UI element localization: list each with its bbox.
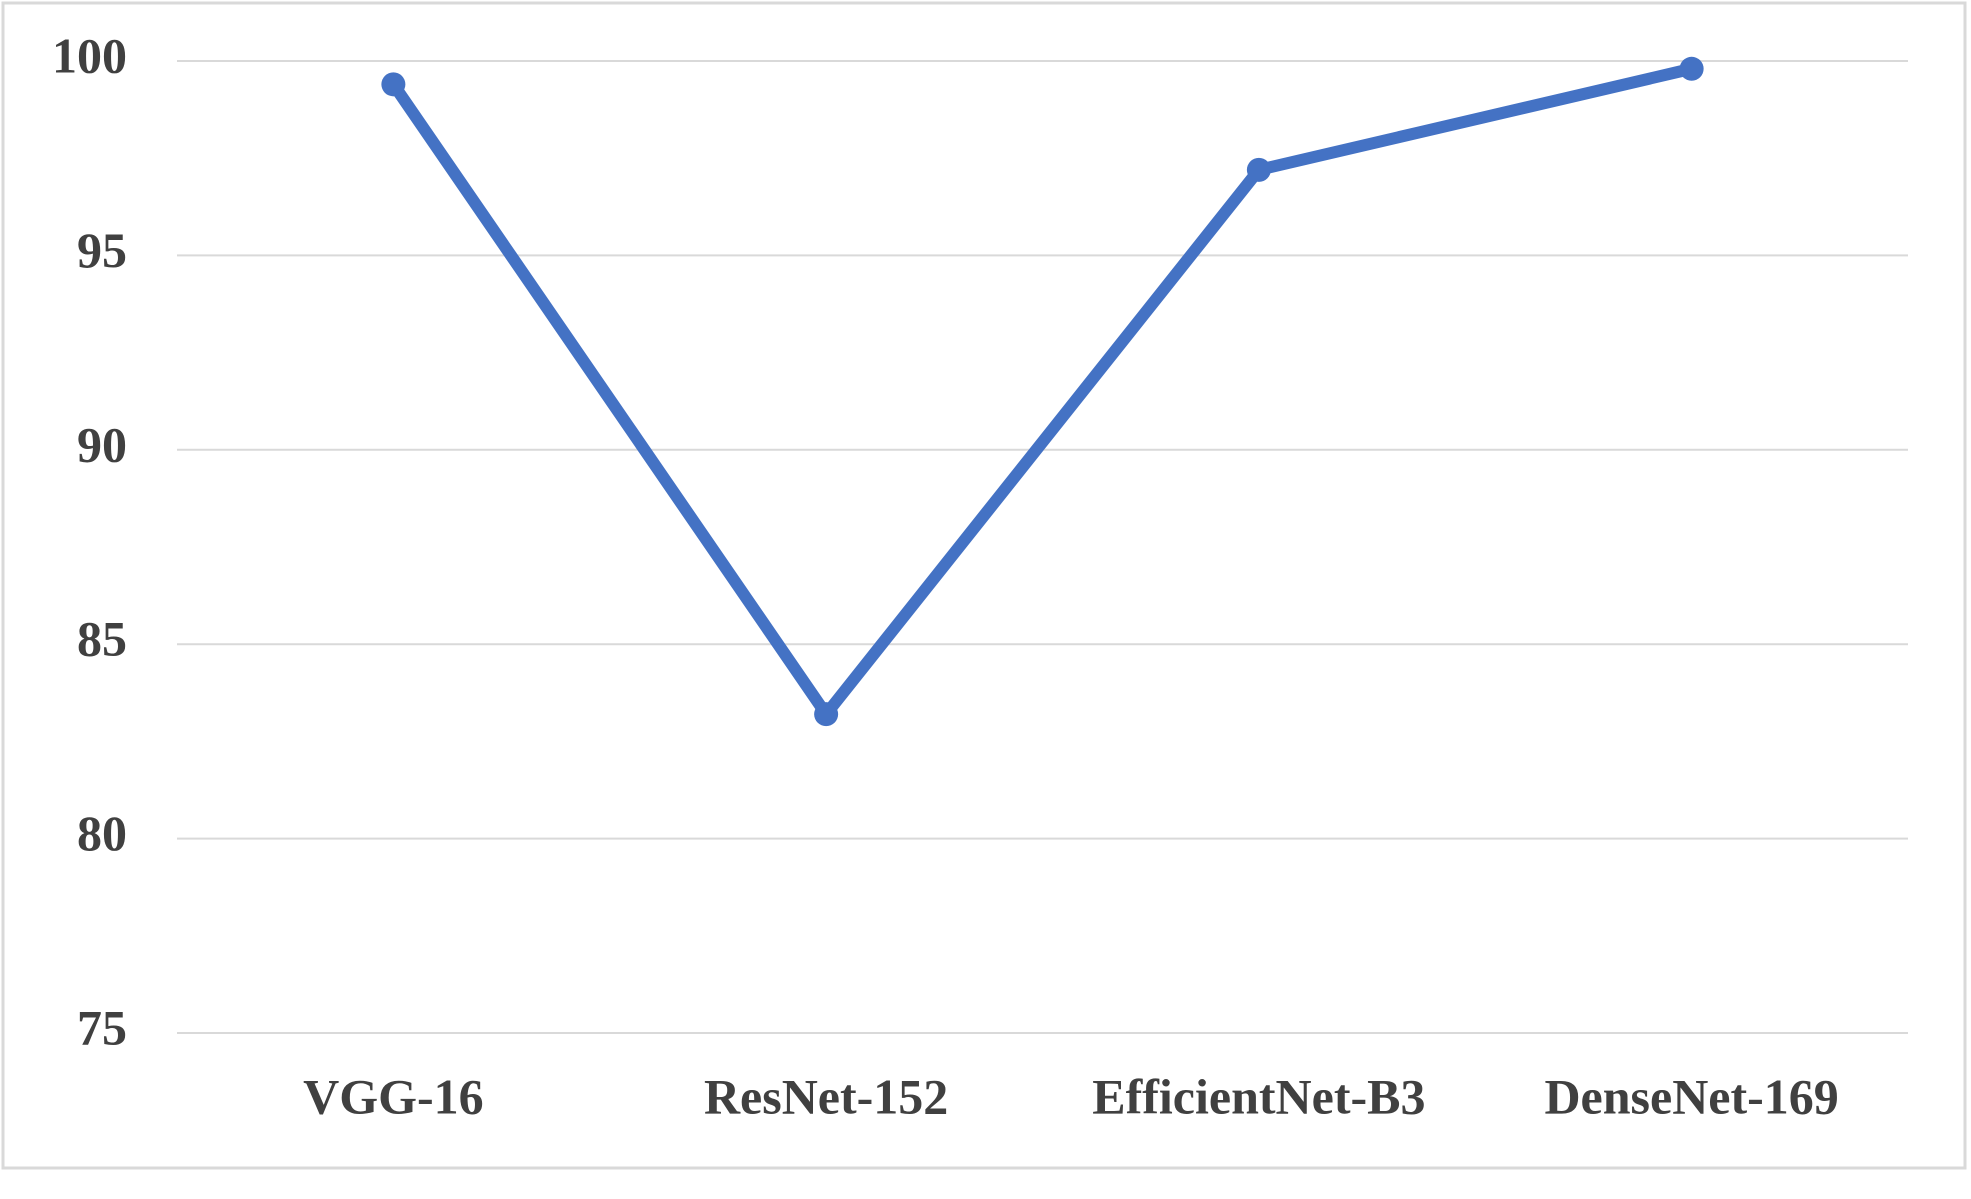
x-tick-label: VGG-16 <box>303 1068 484 1124</box>
chart-border <box>1 1 1967 1170</box>
series-line <box>388 62 1693 721</box>
y-tick-label: 80 <box>77 805 127 861</box>
y-tick-label: 90 <box>77 416 127 472</box>
x-tick-label: DenseNet-169 <box>1544 1068 1838 1124</box>
data-point <box>381 72 406 97</box>
y-tick-label: 75 <box>77 999 127 1055</box>
data-point <box>1679 56 1704 81</box>
y-tick-label: 100 <box>52 27 127 83</box>
y-tick-label: 85 <box>77 611 127 667</box>
data-point <box>1246 157 1271 182</box>
x-tick-label: EfficientNet-B3 <box>1092 1068 1425 1124</box>
x-tick-label: ResNet-152 <box>704 1068 948 1124</box>
y-tick-label: 95 <box>77 222 127 278</box>
data-point <box>814 702 839 727</box>
